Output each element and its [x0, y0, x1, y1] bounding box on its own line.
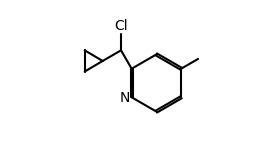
- Text: Cl: Cl: [114, 19, 128, 33]
- Text: N: N: [119, 91, 130, 105]
